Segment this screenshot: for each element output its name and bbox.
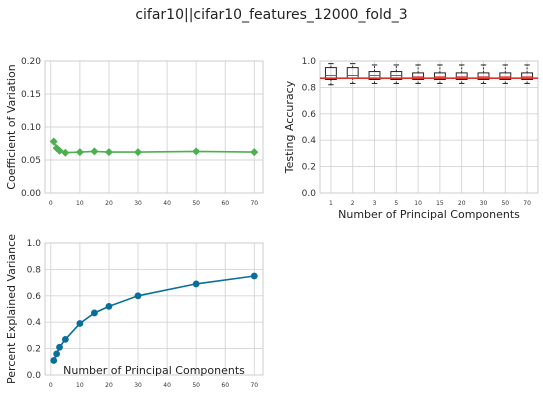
variance-point <box>105 302 113 310</box>
x-tick-label: 60 <box>221 382 229 389</box>
y-tick-label: 0.4 <box>302 136 317 146</box>
cv-point <box>49 137 58 146</box>
x-tick-label: 1 <box>329 200 333 207</box>
variance-point <box>56 343 63 351</box>
x-tick-label: 30 <box>134 382 142 389</box>
x-tick-label: 5 <box>394 200 398 207</box>
y-tick-label: 0.15 <box>21 90 41 100</box>
box-body <box>499 72 512 80</box>
y-tick-label: 0.0 <box>302 189 317 199</box>
x-tick-label: 30 <box>134 200 142 207</box>
variance-point <box>250 272 258 280</box>
variance-ylabel: Percent Explained Variance <box>5 234 18 384</box>
y-tick-label: 0.4 <box>27 318 42 328</box>
box-body <box>477 72 490 80</box>
x-tick-label: 50 <box>192 382 200 389</box>
y-tick-label: 0.6 <box>302 110 317 120</box>
cv-point <box>250 148 259 157</box>
cv-point <box>134 148 143 157</box>
accuracy-chart-frame <box>319 60 539 194</box>
x-tick-label: 20 <box>458 200 466 207</box>
x-tick-label: 70 <box>250 382 258 389</box>
variance-point <box>61 335 69 343</box>
y-tick-label: 0.2 <box>302 163 316 173</box>
variance-xlabel: Number of Principal Components <box>63 364 245 377</box>
x-tick-label: 0 <box>49 200 53 207</box>
x-tick-label: 60 <box>221 200 229 207</box>
x-tick-label: 0 <box>49 382 53 389</box>
box-body <box>521 72 534 80</box>
y-tick-label: 0.8 <box>27 265 42 275</box>
x-tick-label: 2 <box>351 200 355 207</box>
box-body <box>412 72 425 80</box>
y-tick-label: 0.05 <box>21 156 41 166</box>
box-body <box>455 72 468 80</box>
y-tick-label: 0.6 <box>27 292 42 302</box>
cv-point <box>75 148 84 157</box>
x-tick-label: 20 <box>105 200 113 207</box>
x-tick-label: 3 <box>373 200 377 207</box>
x-tick-label: 70 <box>523 200 531 207</box>
box-body <box>433 72 446 80</box>
x-tick-label: 50 <box>501 200 509 207</box>
y-tick-label: 1.0 <box>27 239 42 249</box>
x-tick-label: 10 <box>76 200 84 207</box>
y-tick-label: 0.8 <box>302 83 317 93</box>
cv-chart-frame <box>44 60 264 194</box>
y-tick-label: 0.20 <box>21 57 41 67</box>
variance-point <box>50 357 58 364</box>
variance-chart: Percent Explained Variance Number of Pri… <box>5 234 264 389</box>
x-tick-label: 15 <box>436 200 444 207</box>
x-tick-label: 30 <box>480 200 488 207</box>
x-tick-label: 40 <box>163 382 171 389</box>
cv-point <box>104 148 113 157</box>
x-tick-label: 40 <box>163 200 171 207</box>
x-tick-label: 70 <box>250 200 258 207</box>
variance-point <box>192 280 200 288</box>
accuracy-ylabel: Testing Accuracy <box>283 80 296 174</box>
y-tick-label: 0.0 <box>27 371 42 381</box>
x-tick-label: 20 <box>105 382 113 389</box>
figure-title: cifar10||cifar10_features_12000_fold_3 <box>135 7 407 23</box>
accuracy-xlabel: Number of Principal Components <box>338 208 520 221</box>
y-tick-label: 0.10 <box>21 123 41 133</box>
x-tick-label: 10 <box>76 382 84 389</box>
cv-series-line <box>52 141 255 154</box>
cv-chart: Coefficient of Variation 0.00 0.05 0.10 0.1… <box>5 57 264 207</box>
variance-chart-frame <box>44 242 264 376</box>
y-tick-label: 0.00 <box>21 189 41 199</box>
variance-point <box>53 350 61 358</box>
x-tick-label: 10 <box>414 200 422 207</box>
cv-point <box>61 148 70 157</box>
cv-ylabel: Coefficient of Variation <box>5 64 18 189</box>
cv-point <box>192 147 201 156</box>
x-tick-label: 50 <box>192 200 200 207</box>
cv-point <box>90 147 99 156</box>
variance-point <box>134 292 142 300</box>
variance-point <box>91 309 98 317</box>
y-tick-label: 0.2 <box>27 345 41 355</box>
accuracy-chart: Testing Accuracy Number of Principal Com… <box>283 57 539 221</box>
y-tick-label: 1.0 <box>302 57 317 67</box>
variance-point <box>76 320 84 327</box>
box-body <box>324 67 337 80</box>
variance-series-line <box>52 275 255 361</box>
